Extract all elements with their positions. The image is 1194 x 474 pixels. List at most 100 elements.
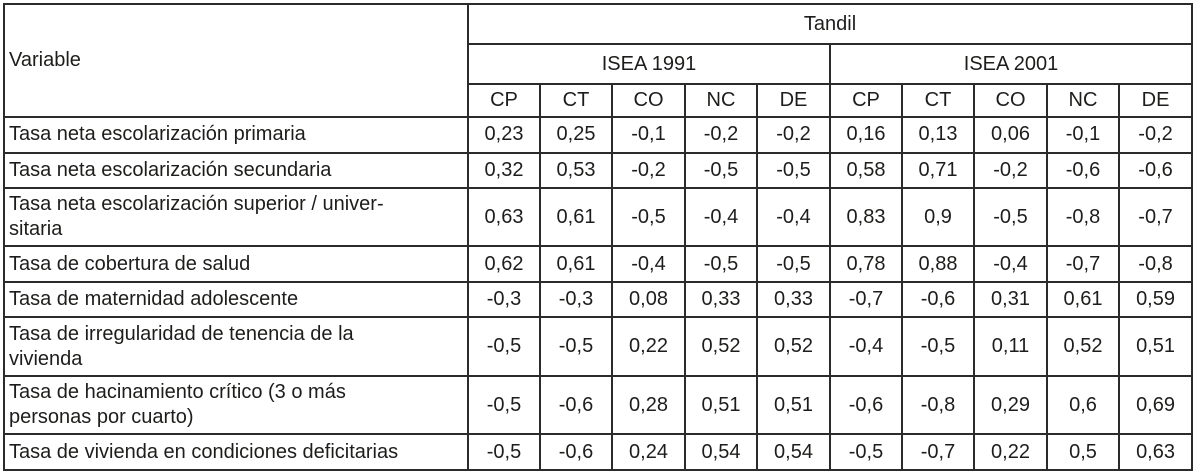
value-cell: 0,54 [756,433,831,471]
value-cell: 0,24 [611,433,686,471]
value-cell: 0,28 [611,374,686,436]
value-cell: 0,08 [611,280,686,319]
value-cell: 0,63 [1117,433,1194,471]
value-cell: 0,53 [539,151,613,189]
value-cell: 0,52 [1046,316,1120,377]
value-cell: -0,1 [611,116,686,154]
value-cell: -0,5 [467,433,541,471]
value-cell: -0,4 [756,186,831,248]
value-cell: -0,2 [1117,116,1194,154]
value-cell: 0,59 [1117,280,1194,319]
value-cell: -0,2 [973,151,1048,189]
value-cell: 0,69 [1117,374,1194,436]
value-cell: 0,31 [973,280,1048,319]
column-header-nc-1991: NC [684,83,758,118]
table-row: Tasa neta escolarización primaria 0,23 0,2… [3,116,1194,154]
value-cell: -0,3 [467,280,541,319]
value-cell: -0,6 [539,433,613,471]
table-row: Tasa neta escolarización superior / univ… [3,186,1194,248]
value-cell: 0,58 [829,151,903,189]
value-cell: -0,2 [611,151,686,189]
column-header-cp-2001: CP [829,83,903,118]
header-row-columns: CP CT CO NC DE CP CT CO NC DE [4,83,1194,118]
row-label: Tasa de hacinamiento crítico (3 o más pe… [3,374,469,436]
value-cell: 0,23 [467,116,541,154]
value-cell: -0,2 [756,116,831,154]
value-cell: 0,88 [901,245,975,283]
value-cell: 0,52 [684,316,758,377]
value-cell: 0,5 [1046,433,1120,471]
value-cell: 0,22 [611,316,686,377]
value-cell: -0,4 [973,245,1048,283]
column-header-ct-1991: CT [539,83,613,118]
value-cell: -0,5 [829,433,903,471]
corner-header-variable: Variable [3,3,469,118]
subgroup-header-isea-1991: ISEA 1991 [467,43,831,85]
value-cell: 0,13 [901,116,975,154]
value-cell: -0,5 [756,151,831,189]
row-label: Tasa de vivienda en condiciones deficita… [3,433,469,471]
subgroup-header-isea-2001: ISEA 2001 [828,43,1194,85]
value-cell: 0,54 [684,433,758,471]
column-header-nc-2001: NC [1046,83,1120,118]
header-row-group: Variable Tandil [3,3,1194,118]
value-cell: 0,51 [684,374,758,436]
value-cell: -0,5 [684,245,758,283]
value-cell: -0,4 [611,245,686,283]
row-label: Tasa de cobertura de salud [3,245,469,283]
value-cell: -0,5 [611,186,686,248]
header-row-subgroups: ISEA 1991 ISEA 2001 [4,43,1194,85]
column-header-cp-1991: CP [467,83,541,118]
group-header-tandil: Tandil [466,3,1194,45]
value-cell: 0,25 [539,116,613,154]
value-cell: -0,7 [1117,186,1194,248]
value-cell: 0,16 [829,116,903,154]
value-cell: 0,11 [973,316,1048,377]
value-cell: -0,4 [684,186,758,248]
table-row: Tasa de maternidad adolescente -0,3 -0,3 0,… [3,280,1194,319]
value-cell: 0,22 [973,433,1048,471]
value-cell: 0,71 [901,151,975,189]
value-cell: 0,32 [467,151,541,189]
value-cell: -0,5 [467,374,541,436]
value-cell: 0,06 [973,116,1048,154]
value-cell: -0,8 [1046,186,1120,248]
value-cell: -0,1 [1046,116,1120,154]
value-cell: -0,7 [829,280,903,319]
row-label: Tasa neta escolarización superior / univ… [3,186,469,248]
value-cell: -0,7 [1046,245,1120,283]
isea-correlation-table: Variable Tandil ISEA 1991 ISEA 2001 CP C… [3,3,1194,471]
column-header-ct-2001: CT [901,83,975,118]
value-cell: -0,5 [973,186,1048,248]
table-row: Tasa de hacinamiento crítico (3 o más pe… [3,374,1194,436]
value-cell: -0,4 [829,316,903,377]
value-cell: -0,5 [684,151,758,189]
column-header-co-2001: CO [973,83,1048,118]
value-cell: -0,3 [539,280,613,319]
table-row: Tasa de vivienda en condiciones deficita… [3,433,1194,471]
value-cell: 0,61 [1046,280,1120,319]
column-header-co-1991: CO [611,83,686,118]
column-header-de-2001: DE [1117,83,1194,118]
column-header-de-1991: DE [756,83,831,118]
table-row: Tasa de cobertura de salud 0,62 0,61 -0,4 -0… [3,245,1194,283]
row-label: Tasa de maternidad adolescente [3,280,469,319]
table-row: Tasa neta escolarización secundaria 0,32 0… [3,151,1194,189]
row-label: Tasa neta escolarización secundaria [3,151,469,189]
table-body: Tasa neta escolarización primaria 0,23 0,2… [3,116,1194,471]
value-cell: 0,51 [756,374,831,436]
value-cell: 0,29 [973,374,1048,436]
value-cell: 0,62 [467,245,541,283]
value-cell: -0,8 [901,374,975,436]
value-cell: -0,5 [756,245,831,283]
value-cell: -0,6 [539,374,613,436]
value-cell: 0,52 [756,316,831,377]
value-cell: 0,9 [901,186,975,248]
value-cell: 0,61 [539,245,613,283]
value-cell: 0,83 [829,186,903,248]
value-cell: 0,33 [756,280,831,319]
row-label: Tasa de irregularidad de tenencia de la … [3,316,469,377]
value-cell: 0,33 [684,280,758,319]
value-cell: 0,6 [1046,374,1120,436]
